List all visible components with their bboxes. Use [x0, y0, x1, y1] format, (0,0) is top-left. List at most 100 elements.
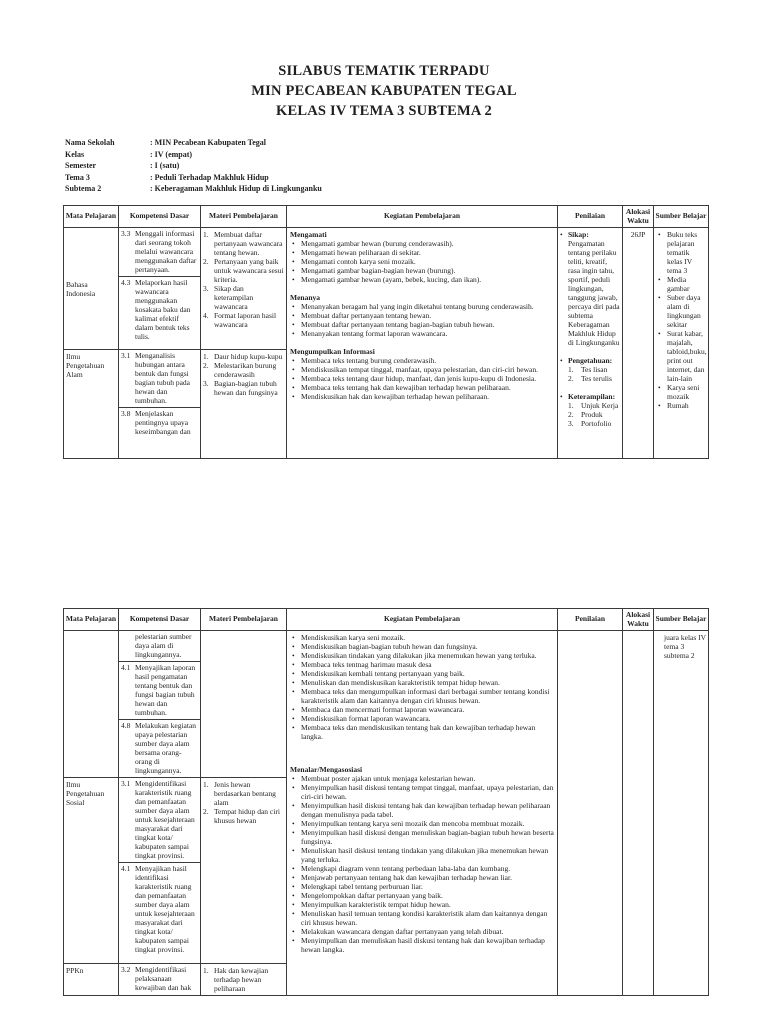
kd-item: 4.8 Melakukan kegiatan upaya pelestarian…: [119, 720, 200, 777]
kd-text: pelestarian sumber daya alam di lingkung…: [135, 632, 192, 660]
sumber-item: Karya seni mozaik: [656, 383, 707, 401]
column-header: Kegiatan Pembelajaran: [287, 206, 558, 228]
materi-item: Bagian-bagian tubuh hewan dan fungsinya: [203, 379, 278, 398]
kegiatan-heading: Mengamati: [290, 230, 327, 240]
kegiatan-list: Menanyakan beragam hal yang ingin diketa…: [290, 302, 554, 338]
column-header: Materi Pembelajaran: [201, 609, 287, 631]
kegiatan-item: Menyimpulkan dan menuliskan hasil diskus…: [290, 936, 554, 954]
subject-label: PPKn: [66, 966, 84, 976]
kompetensi-dasar-cell: 3.1 Mengidentifikasi karakteristik ruang…: [119, 778, 201, 964]
materi-item: Jenis hewan berdasarkan bentang alam: [203, 780, 276, 808]
kegiatan-item: Melengkapi tabel tentang perburuan liar.: [290, 882, 554, 891]
kegiatan-item: Mengamati gambar hewan (ayam, bebek, kuc…: [290, 275, 554, 284]
kegiatan-item: Mengamati hewan peliharaan di sekitar.: [290, 248, 554, 257]
kegiatan-item: Mendiskusikan format laporan wawancara.: [290, 714, 554, 723]
kegiatan-item: Membaca teks tentnag harimau masuk desa: [290, 660, 554, 669]
materi-list: Daur hidup kupu-kupu Melestarikan burung …: [203, 352, 284, 397]
kompetensi-dasar-cell: 3.3 Menggali informasi dari seorang toko…: [119, 228, 201, 350]
mata-pelajaran-cell: Ilmu Pengetahuan Alam: [64, 350, 119, 459]
kd-number: 3.1: [121, 351, 131, 361]
kegiatan-cell: Mendiskusikan karya seni mozaik.Mendisku…: [287, 631, 558, 996]
kd-item: 4.3 Melaporkan hasil wawancara menggunak…: [119, 277, 200, 349]
info-row: Subtema 2 : Keberagaman Makhluk Hidup di…: [65, 183, 322, 195]
subject-label: Bahasa Indonesia: [66, 279, 96, 298]
kegiatan-item: Mendiskusikan hak dan kewajiban terhadap…: [290, 392, 554, 401]
materi-item: Sikap dan keterampilan wawancara: [203, 284, 254, 312]
info-value: : I (satu): [150, 161, 180, 171]
materi-item: Hak dan kewajian terhadap hewan pelihara…: [203, 966, 269, 994]
kegiatan-item: Mendiskusikan bagian-bagian tubuh hewan …: [290, 642, 554, 651]
sumber-belajar-cell: Buku teks pelajaran tematik kelas IV tem…: [654, 228, 709, 458]
kegiatan-item: Membuat daftar pertanyaan tentang hewan.: [290, 311, 554, 320]
column-header: Sumber Belajar: [655, 211, 707, 221]
materi-list: Jenis hewan berdasarkan bentang alam Temp…: [203, 780, 284, 825]
kd-number: 3.8: [121, 409, 131, 419]
kegiatan-item: Mendiskusikan kembali tentang pertanyaan…: [290, 669, 554, 678]
sumber-item: Suber daya alam di lingkungan sekitar: [656, 293, 707, 329]
kd-number: 4.3: [121, 278, 131, 288]
kegiatan-item: Mendiskusikan tempat tinggal, manfaat, u…: [290, 365, 554, 374]
info-value: : MIN Pecabean Kabupaten Tegal: [150, 138, 267, 147]
kd-number: [121, 632, 135, 659]
kd-text: Menyajikan laporan hasil pengamatan tent…: [135, 663, 196, 718]
kegiatan-section-menanya: Menanya Menanyakan beragam hal yang ingi…: [290, 293, 554, 338]
table-body: Bahasa Indonesia 3.3 Menggali informasi …: [64, 228, 709, 459]
document-title: SILABUS TEMATIK TERPADU MIN PECABEAN KAB…: [0, 61, 768, 121]
kd-number: 3.2: [121, 965, 131, 975]
penilaian-cell: [558, 631, 623, 996]
materi-item: Membuat daftar pertanyaan wawancara tent…: [203, 230, 283, 258]
column-header: Alokasi Waktu: [623, 609, 654, 631]
penilaian-keterampilan: Keterampilan: Unjuk KerjaProdukPortofoli…: [560, 392, 620, 428]
materi-cell: Jenis hewan berdasarkan bentang alam Temp…: [201, 778, 286, 963]
kegiatan-item: Membaca teks tentang daur hidup, manfaat…: [290, 374, 554, 383]
sumber-item: Media gambar: [656, 275, 707, 293]
penilaian-item: Unjuk Kerja: [568, 401, 619, 411]
kegiatan-item: Menyimpulkan hasil diskusi dengan menuli…: [290, 828, 554, 846]
kd-number: 3.1: [121, 779, 131, 789]
sumber-belajar-cell: juara kelas IV tema 3 subtema 2: [654, 631, 708, 995]
mata-pelajaran-cell: Ilmu Pengetahuan Sosial: [64, 778, 119, 964]
kd-item: 3.8 Menjelaskan pentingnya upaya keseimb…: [119, 408, 200, 458]
materi-cell: Daur hidup kupu-kupu Melestarikan burung …: [201, 350, 286, 458]
table-row-bahasa-indonesia: Bahasa Indonesia 3.3 Menggali informasi …: [64, 228, 286, 351]
penilaian-body: Pengamatan tentang perilaku teliti, krea…: [568, 239, 620, 348]
sumber-list: Buku teks pelajaran tematik kelas IV tem…: [656, 230, 707, 410]
kd-item: 4.1 Menyajikan hasil identifikasi karakt…: [119, 863, 200, 963]
penilaian-list: Tes lisan Tes terulis: [568, 365, 620, 383]
table-row-ipa-continued: pelestarian sumber daya alam di lingkung…: [64, 631, 286, 779]
kegiatan-item: Menyimpulkan karakteristik tempat hidup …: [290, 900, 554, 909]
penilaian-label: Sikap:: [568, 230, 589, 240]
kegiatan-item: Menanyakan beragam hal yang ingin diketa…: [290, 302, 554, 311]
alokasi-value: 26JP: [630, 230, 646, 240]
info-row: Nama Sekolah : MIN Pecabean Kabupaten Te…: [65, 137, 322, 149]
kegiatan-item: Melengkapi diagram venn tentang perbedaa…: [290, 864, 554, 873]
materi-cell: [201, 631, 286, 777]
kegiatan-item: Mengamati gambar hewan (burung cenderawa…: [290, 239, 554, 248]
kd-text: Melakukan kegiatan upaya pelestarian sum…: [135, 721, 197, 776]
info-row: Tema 3 : Peduli Terhadap Makhluk Hidup: [65, 172, 322, 184]
kegiatan-item: Menuliskan dan mendiskusikan karakterist…: [290, 678, 554, 687]
kompetensi-dasar-cell: 3.2 Mengidentifikasi pelaksanaan kewajib…: [119, 964, 201, 996]
penilaian-sikap: Sikap: Pengamatan tentang perilaku telit…: [560, 230, 620, 347]
column-header: Kegiatan Pembelajaran: [287, 609, 558, 631]
table-body: pelestarian sumber daya alam di lingkung…: [64, 631, 708, 996]
sumber-item: Surat kabar, majalah, tabloid,buku, prin…: [656, 329, 707, 383]
kegiatan-section-mengamati: Mengamati Mengamati gambar hewan (burung…: [290, 230, 554, 284]
info-label: Subtema 2: [65, 184, 102, 194]
kegiatan-item: Menyimpulkan tentang karya seni mozaik d…: [290, 819, 554, 828]
info-label: Kelas: [65, 149, 85, 159]
title-line-1: SILABUS TEMATIK TERPADU: [278, 63, 490, 79]
column-header: Sumber Belajar: [655, 614, 707, 624]
column-header: Mata Pelajaran: [64, 206, 119, 228]
materi-cell: Hak dan kewajian terhadap hewan pelihara…: [201, 964, 286, 995]
column-header: Materi Pembelajaran: [201, 206, 287, 228]
kegiatan-heading: Mengumpulkan Informasi: [290, 347, 375, 357]
kegiatan-heading: Menalar/Mengasosiasi: [290, 765, 363, 775]
kd-text: Mengidentifikasi pelaksanaan kewajiban d…: [135, 965, 192, 993]
kd-text: Mengidentifikasi karakteristik ruang dan…: [135, 779, 195, 861]
kegiatan-section-mengumpulkan-informasi: Mengumpulkan Informasi Membaca teks tent…: [290, 347, 554, 401]
alokasi-waktu-cell: 26JP: [623, 228, 654, 459]
kegiatan-section-menalar: Menalar/Mengasosiasi Membuat poster ajak…: [290, 765, 554, 954]
penilaian-cell: Sikap: Pengamatan tentang perilaku telit…: [558, 228, 623, 459]
kd-text: Menganalisis hubungan antara bentuk dan …: [135, 351, 190, 406]
